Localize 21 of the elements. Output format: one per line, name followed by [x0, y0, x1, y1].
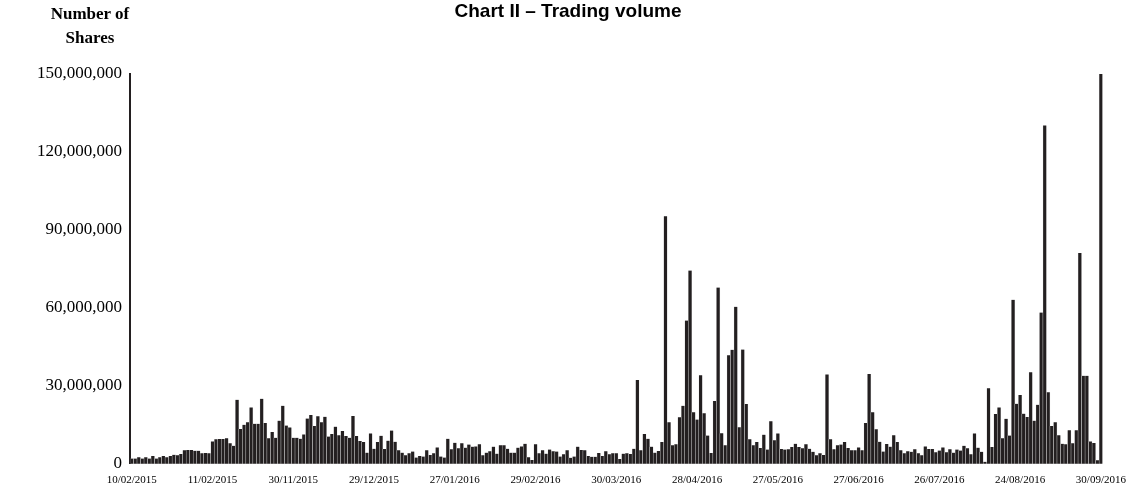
x-tick-label: 11/02/2015: [187, 473, 238, 486]
x-tick-label: 24/08/2016: [995, 473, 1046, 486]
x-tick-label: 10/02/2015: [106, 473, 158, 486]
x-tick-label: 29/12/2015: [348, 473, 400, 486]
y-tick-label: 120,000,000: [37, 141, 122, 161]
x-tick-label: 29/02/2016: [510, 473, 562, 486]
x-tick-label: 28/04/2016: [672, 473, 723, 486]
x-tick-label: 30/09/2016: [1075, 473, 1127, 486]
x-tick-label: 27/06/2016: [833, 473, 885, 486]
y-axis-title: Number of Shares: [49, 3, 131, 49]
x-tick-label: 27/01/2016: [429, 473, 481, 486]
x-tick-label: 30/11/2015: [268, 473, 319, 486]
y-tick-label: 0: [113, 453, 122, 473]
y-tick-label: 150,000,000: [37, 63, 122, 83]
x-tick-label: 26/07/2016: [914, 473, 965, 486]
x-tick-label: 27/05/2016: [752, 473, 804, 486]
y-tick-label: 90,000,000: [45, 219, 122, 239]
chart-title: Chart II – Trading volume: [454, 0, 682, 21]
y-tick-label: 60,000,000: [45, 297, 122, 317]
y-tick-label: 30,000,000: [45, 375, 122, 395]
x-tick-label: 30/03/2016: [591, 473, 642, 486]
